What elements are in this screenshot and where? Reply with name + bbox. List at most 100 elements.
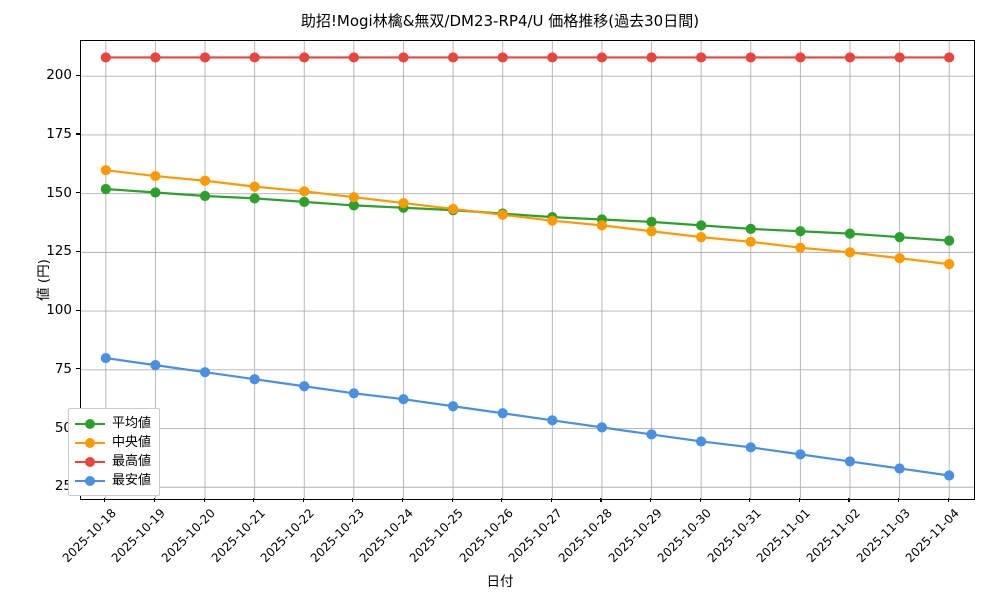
data-point [497, 408, 508, 419]
y-tick-mark [76, 368, 80, 370]
data-point [844, 228, 856, 239]
plot-svg [81, 41, 974, 499]
data-point [497, 209, 508, 220]
y-tick-label: 50 [54, 419, 72, 436]
data-point [150, 187, 161, 198]
y-tick-mark [76, 309, 80, 311]
chart-figure: 助招!Mogi林檎&無双/DM23-RP4/U 価格推移(過去30日間) 値 (… [10, 12, 975, 590]
data-point [547, 415, 558, 426]
data-point [696, 220, 707, 231]
data-point [944, 52, 955, 63]
series-最高値 [100, 52, 955, 63]
x-axis-tick-labels: 2025-10-18 2025-10-19 2025-10-20 2025-10-21… [59, 498, 962, 565]
x-tick-mark [798, 498, 800, 502]
legend-item[interactable]: 中央値 [75, 433, 151, 452]
x-tick-mark [401, 498, 404, 502]
legend-swatch-icon [75, 436, 105, 450]
chart-legend: 平均値中央値最高値最安値 [68, 408, 161, 496]
data-point [199, 367, 211, 378]
data-point [100, 165, 111, 176]
data-point [894, 52, 905, 63]
data-point [795, 52, 806, 63]
series-中央値 [100, 165, 955, 270]
data-point [596, 220, 608, 231]
x-tick-mark [650, 498, 652, 502]
y-tick-label: 25 [54, 478, 72, 495]
data-point [348, 388, 359, 399]
data-point [696, 232, 707, 243]
data-point [199, 190, 211, 202]
legend-label: 最高値 [112, 454, 152, 469]
y-tick-label: 75 [54, 360, 72, 377]
data-point [795, 242, 806, 253]
data-point [447, 401, 459, 412]
series-line [104, 187, 951, 242]
x-tick-mark [550, 498, 552, 502]
series-平均値 [100, 183, 955, 246]
data-point [100, 352, 111, 364]
data-point [447, 52, 459, 63]
data-point [100, 183, 111, 195]
data-point [150, 360, 161, 371]
data-point [696, 436, 707, 447]
plot-area [80, 40, 975, 500]
data-point [249, 52, 260, 63]
data-point [844, 456, 856, 467]
data-point [745, 442, 756, 453]
x-tick-mark [451, 498, 453, 502]
x-tick-mark [848, 498, 850, 502]
data-point [199, 52, 211, 63]
data-point [199, 175, 211, 186]
x-tick-mark [104, 498, 106, 502]
legend-swatch-icon [75, 455, 105, 469]
data-point [299, 52, 310, 63]
y-tick-label: 125 [46, 243, 72, 260]
x-tick-mark [253, 498, 255, 502]
data-point [894, 232, 905, 243]
data-point [745, 236, 756, 247]
legend-item[interactable]: 最高値 [75, 452, 151, 471]
x-tick-label: 2025-11-02 [803, 506, 863, 566]
data-point [646, 216, 657, 227]
y-tick-mark [76, 133, 80, 135]
x-tick-mark [898, 498, 900, 502]
x-axis-label: 日付 [486, 574, 514, 590]
data-point [745, 52, 756, 63]
data-point [249, 181, 260, 192]
x-tick-mark [600, 498, 602, 502]
data-point [844, 52, 856, 63]
x-tick-mark [947, 498, 949, 502]
legend-item[interactable]: 平均値 [75, 414, 151, 433]
data-point [150, 52, 161, 63]
y-tick-label: 100 [46, 302, 72, 319]
data-point [497, 52, 508, 63]
y-tick-mark [76, 250, 80, 252]
y-tick-mark [76, 74, 80, 76]
y-tick-label: 200 [46, 67, 72, 84]
legend-label: 最安値 [112, 473, 152, 488]
series-最安値 [100, 352, 955, 481]
legend-label: 平均値 [112, 416, 152, 431]
data-point [100, 52, 111, 63]
chart-title: 助招!Mogi林檎&無双/DM23-RP4/U 価格推移(過去30日間) [300, 12, 700, 30]
legend-item[interactable]: 最安値 [75, 471, 151, 490]
data-point [795, 449, 806, 460]
data-point [547, 215, 558, 226]
data-point [944, 235, 955, 246]
data-point [944, 259, 955, 270]
y-tick-mark [76, 192, 80, 194]
data-point [547, 52, 558, 63]
legend-label: 中央値 [112, 435, 152, 450]
x-tick-mark [203, 498, 205, 502]
x-tick-mark [699, 498, 701, 502]
y-axis-tick-labels: 25 50 75 100 125 150 175 200 [10, 40, 80, 500]
x-tick-mark [501, 498, 503, 502]
data-point [348, 52, 359, 63]
data-point [894, 463, 905, 474]
x-tick-label: 2025-10-28 [555, 506, 615, 566]
y-tick-label: 150 [46, 184, 72, 201]
data-point [745, 223, 756, 234]
data-point [596, 52, 608, 63]
x-tick-mark [153, 498, 155, 502]
data-point [696, 52, 707, 63]
